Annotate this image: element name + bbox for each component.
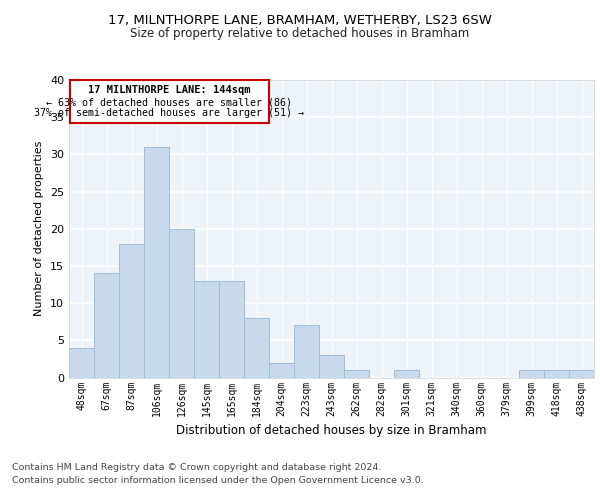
Text: ← 63% of detached houses are smaller (86): ← 63% of detached houses are smaller (86… [46,97,292,107]
Bar [269,362,294,378]
Bar [169,229,194,378]
Bar [519,370,544,378]
Text: Contains HM Land Registry data © Crown copyright and database right 2024.: Contains HM Land Registry data © Crown c… [12,462,382,471]
Bar [569,370,594,378]
Bar [344,370,369,378]
Y-axis label: Number of detached properties: Number of detached properties [34,141,44,316]
Bar [244,318,269,378]
Bar [394,370,419,378]
Bar [194,281,219,378]
Bar [294,326,319,378]
Bar [144,147,169,378]
Bar [219,281,244,378]
Text: 17 MILNTHORPE LANE: 144sqm: 17 MILNTHORPE LANE: 144sqm [88,85,250,95]
Text: Contains public sector information licensed under the Open Government Licence v3: Contains public sector information licen… [12,476,424,485]
Bar [319,355,344,378]
Text: 17, MILNTHORPE LANE, BRAMHAM, WETHERBY, LS23 6SW: 17, MILNTHORPE LANE, BRAMHAM, WETHERBY, … [108,14,492,27]
Text: Size of property relative to detached houses in Bramham: Size of property relative to detached ho… [130,28,470,40]
Bar [119,244,144,378]
Bar [544,370,569,378]
Bar [94,274,119,378]
X-axis label: Distribution of detached houses by size in Bramham: Distribution of detached houses by size … [176,424,487,437]
FancyBboxPatch shape [70,80,269,123]
Text: 37% of semi-detached houses are larger (51) →: 37% of semi-detached houses are larger (… [34,108,304,118]
Bar [69,348,94,378]
